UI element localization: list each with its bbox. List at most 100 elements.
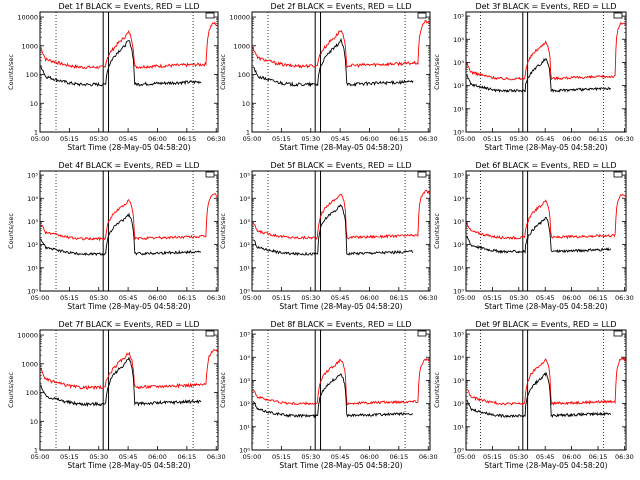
x-tick-label: 05:15 <box>60 294 79 302</box>
x-tick-label: 06:00 <box>360 453 379 461</box>
plot-frame <box>39 11 219 133</box>
x-tick-label: 06:15 <box>589 294 608 302</box>
y-tick-label: 10³ <box>453 377 464 385</box>
panel-title: Det 7f BLACK = Events, RED = LLD <box>58 320 199 329</box>
x-axis-label: Start Time (28-May-05 04:58:20) <box>279 461 402 470</box>
x-tick-label: 06:30 <box>615 294 634 302</box>
panel-7: Det 7f BLACK = Events, RED = LLD 1 10 100 10… <box>7 320 226 470</box>
x-tick-label: 06:00 <box>360 294 379 302</box>
x-tick-label: 05:15 <box>483 453 502 461</box>
x-tick-label: 05:30 <box>89 294 108 302</box>
x-tick-label: 06:15 <box>177 453 196 461</box>
y-axis-label: Counts/sec <box>7 213 15 249</box>
y-axis-label: Counts/sec <box>433 213 441 249</box>
x-tick-label: 05:45 <box>331 453 350 461</box>
y-tick-label: 10⁴ <box>239 195 250 203</box>
panel-title: Det 5f BLACK = Events, RED = LLD <box>270 161 411 170</box>
y-tick-label: 10000 <box>229 14 250 22</box>
y-axis-label: Counts/sec <box>219 372 227 408</box>
y-tick-label: 10² <box>27 241 38 249</box>
events-series-line <box>252 372 414 419</box>
x-tick-label: 06:00 <box>360 135 379 143</box>
x-tick-label: 06:30 <box>419 453 438 461</box>
legend-box <box>205 330 215 337</box>
y-tick-label: 10² <box>239 241 250 249</box>
y-tick-label: 100 <box>238 71 250 79</box>
panel-title: Det 8f BLACK = Events, RED = LLD <box>270 320 411 329</box>
y-tick-label: 10⁵ <box>453 172 464 180</box>
y-tick-label: 10² <box>453 241 464 249</box>
y-tick-label: 100 <box>26 389 38 397</box>
plot-frame <box>465 170 627 292</box>
y-tick-label: 10² <box>453 82 464 90</box>
y-tick-label: 10000 <box>17 332 38 340</box>
y-tick-label: 10⁰ <box>453 129 464 137</box>
panel-3: Det 3f BLACK = Events, RED = LLD 10⁰ 10¹ 10… <box>433 2 634 152</box>
y-axis-label: Counts/sec <box>433 54 441 90</box>
y-tick-label: 10 <box>30 100 38 108</box>
lld-series-line <box>252 358 431 406</box>
x-tick-label: 06:15 <box>177 294 196 302</box>
lld-series-line <box>40 21 219 70</box>
legend-box <box>417 330 427 337</box>
y-axis-label: Counts/sec <box>219 54 227 90</box>
x-axis-label: Start Time (28-May-05 04:58:20) <box>279 143 402 152</box>
x-tick-label: 05:30 <box>301 135 320 143</box>
x-tick-label: 05:45 <box>119 453 138 461</box>
lld-series-line <box>40 193 219 242</box>
lld-series-line <box>40 348 219 391</box>
x-tick-label: 06:00 <box>562 294 581 302</box>
x-tick-label: 05:30 <box>301 453 320 461</box>
x-tick-label: 05:15 <box>272 294 291 302</box>
panel-6: Det 6f BLACK = Events, RED = LLD 10⁰ 10¹ 10… <box>433 161 634 311</box>
legend-box <box>205 12 215 19</box>
panel-9: Det 9f BLACK = Events, RED = LLD 10⁰ 10¹ 10… <box>433 320 634 470</box>
y-tick-label: 10³ <box>27 218 38 226</box>
events-series-line <box>40 212 202 257</box>
y-tick-label: 1000 <box>21 42 38 50</box>
legend-box <box>613 12 623 19</box>
x-tick-label: 05:00 <box>457 453 476 461</box>
panel-4: Det 4f BLACK = Events, RED = LLD 10⁰ 10¹ 10… <box>7 161 226 311</box>
x-tick-label: 05:15 <box>483 294 502 302</box>
legend-box <box>613 171 623 178</box>
lld-series-line <box>466 21 627 81</box>
panel-title: Det 1f BLACK = Events, RED = LLD <box>58 2 199 11</box>
x-tick-label: 05:00 <box>457 135 476 143</box>
x-tick-label: 05:00 <box>243 294 262 302</box>
panel-title: Det 2f BLACK = Events, RED = LLD <box>270 2 411 11</box>
lld-series-line <box>466 356 627 406</box>
panel-8: Det 8f BLACK = Events, RED = LLD 10⁰ 10¹ 10… <box>219 320 438 470</box>
events-series-line <box>40 357 202 408</box>
x-axis-label: Start Time (28-May-05 04:58:20) <box>67 143 190 152</box>
x-tick-label: 05:00 <box>31 294 50 302</box>
x-tick-label: 05:00 <box>243 453 262 461</box>
events-series-line <box>466 57 612 94</box>
y-tick-label: 1 <box>34 447 38 455</box>
x-tick-label: 05:15 <box>60 453 79 461</box>
y-tick-label: 10³ <box>239 377 250 385</box>
panel-title: Det 9f BLACK = Events, RED = LLD <box>475 320 616 329</box>
x-tick-label: 05:45 <box>331 135 350 143</box>
y-tick-label: 10⁰ <box>239 288 250 296</box>
y-axis-label: Counts/sec <box>7 54 15 90</box>
x-axis-label: Start Time (28-May-05 04:58:20) <box>484 143 607 152</box>
y-tick-label: 10⁴ <box>27 195 38 203</box>
x-tick-label: 05:15 <box>60 135 79 143</box>
x-tick-label: 06:30 <box>615 135 634 143</box>
x-tick-label: 05:15 <box>272 453 291 461</box>
y-tick-label: 10³ <box>453 218 464 226</box>
lld-series-line <box>252 189 431 240</box>
y-tick-label: 10² <box>453 400 464 408</box>
x-axis-label: Start Time (28-May-05 04:58:20) <box>67 302 190 311</box>
y-tick-label: 10⁰ <box>453 447 464 455</box>
x-tick-label: 06:15 <box>389 135 408 143</box>
events-series-line <box>40 39 202 88</box>
legend-box <box>613 330 623 337</box>
y-tick-label: 10¹ <box>453 423 464 431</box>
x-tick-label: 05:00 <box>457 294 476 302</box>
x-tick-label: 06:30 <box>615 453 634 461</box>
y-tick-label: 10⁴ <box>453 354 464 362</box>
x-tick-label: 06:30 <box>207 453 226 461</box>
